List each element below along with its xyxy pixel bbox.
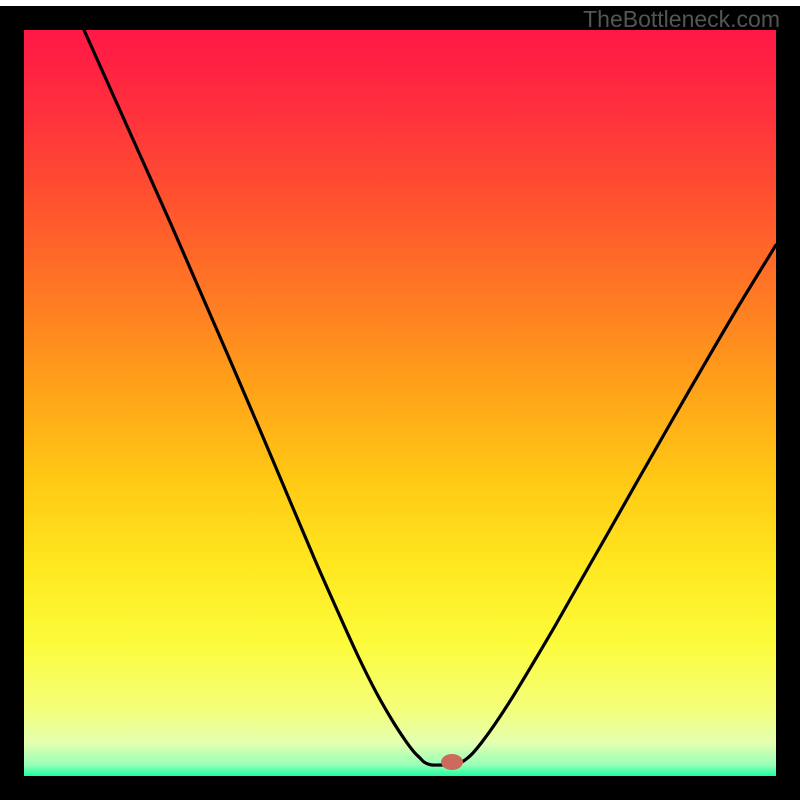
- watermark-text: TheBottleneck.com: [583, 6, 780, 33]
- optimal-point-marker: [441, 754, 463, 770]
- chart-container: TheBottleneck.com: [0, 0, 800, 800]
- bottleneck-chart: [0, 0, 800, 800]
- gradient-background: [24, 30, 776, 776]
